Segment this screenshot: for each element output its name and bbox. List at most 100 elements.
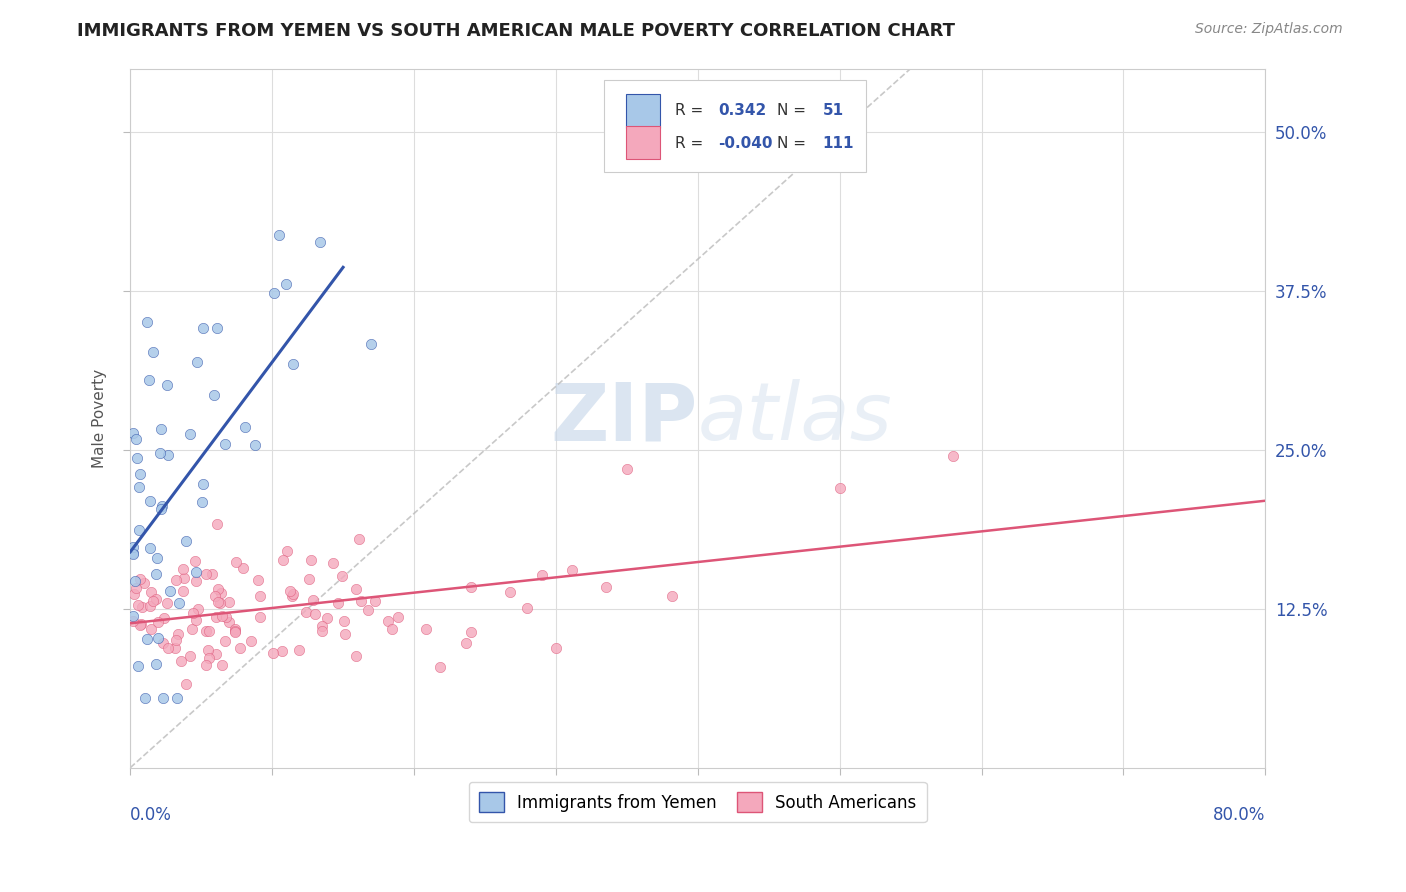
Text: Source: ZipAtlas.com: Source: ZipAtlas.com (1195, 22, 1343, 37)
Point (198, 651, 221, 665)
Point (152, 690, 174, 705)
Point (167, 596, 190, 610)
Point (122, 547, 145, 561)
Point (145, 592, 167, 607)
Point (136, 632, 159, 646)
Point (134, 690, 156, 705)
Point (125, 432, 148, 446)
Point (304, 607, 326, 622)
Text: -0.040: -0.040 (718, 136, 773, 151)
Point (159, 584, 181, 599)
Point (139, 584, 162, 599)
Point (246, 573, 269, 587)
Point (138, 373, 160, 387)
Point (218, 615, 240, 629)
Text: N =: N = (778, 136, 811, 151)
Point (149, 445, 172, 459)
Point (179, 649, 201, 664)
Point (124, 574, 146, 589)
Point (616, 462, 638, 476)
Point (357, 603, 380, 617)
Text: 80.0%: 80.0% (1213, 806, 1265, 824)
Point (195, 658, 218, 673)
Point (173, 571, 195, 585)
Point (152, 636, 174, 650)
Point (191, 321, 214, 335)
Point (381, 622, 404, 636)
Point (415, 622, 437, 636)
Point (187, 602, 209, 616)
Point (333, 627, 356, 641)
Text: R =: R = (675, 136, 709, 151)
Point (172, 584, 194, 599)
Text: atlas: atlas (697, 379, 893, 457)
Point (204, 589, 226, 603)
Point (211, 658, 233, 673)
Point (456, 635, 478, 649)
Point (139, 599, 162, 613)
Point (460, 581, 482, 595)
Point (330, 569, 353, 583)
Point (139, 494, 162, 508)
Point (243, 438, 266, 452)
Point (142, 344, 165, 359)
Point (311, 619, 333, 633)
Point (309, 235, 332, 249)
Point (150, 501, 173, 516)
Point (195, 624, 218, 639)
FancyBboxPatch shape (626, 126, 661, 160)
Point (294, 605, 316, 619)
Text: R =: R = (675, 103, 709, 118)
Point (271, 644, 294, 658)
Point (186, 574, 208, 588)
Point (131, 600, 153, 615)
Point (184, 554, 207, 568)
Point (387, 609, 409, 624)
Point (283, 358, 305, 372)
Point (942, 449, 965, 463)
Point (146, 632, 169, 646)
Point (377, 614, 399, 628)
Point (278, 584, 301, 599)
Point (202, 388, 225, 402)
Point (165, 633, 187, 648)
Point (311, 624, 333, 638)
Point (128, 480, 150, 494)
Point (516, 601, 538, 615)
Point (139, 622, 162, 636)
Text: 51: 51 (823, 103, 844, 118)
Point (156, 377, 179, 392)
Point (344, 582, 367, 596)
Point (249, 609, 271, 624)
Text: 111: 111 (823, 136, 855, 151)
Point (262, 646, 284, 660)
Point (129, 467, 152, 482)
Point (181, 606, 204, 620)
Point (128, 523, 150, 537)
Point (322, 556, 344, 570)
Point (184, 565, 207, 579)
Point (347, 533, 370, 547)
Legend: Immigrants from Yemen, South Americans: Immigrants from Yemen, South Americans (470, 782, 927, 822)
Point (205, 321, 228, 335)
Point (208, 596, 231, 610)
Point (225, 555, 247, 569)
Point (283, 587, 305, 601)
Point (224, 625, 246, 640)
Point (218, 595, 240, 609)
Point (153, 611, 176, 625)
Point (207, 582, 229, 596)
Text: ZIP: ZIP (551, 379, 697, 457)
Text: N =: N = (778, 103, 811, 118)
Point (224, 622, 246, 636)
Point (172, 562, 194, 576)
Point (181, 623, 204, 637)
Point (229, 641, 252, 656)
Point (233, 420, 256, 434)
Point (157, 448, 180, 462)
Point (544, 640, 567, 655)
Point (166, 690, 188, 705)
Point (129, 572, 152, 586)
Point (828, 481, 851, 495)
Point (163, 641, 186, 656)
